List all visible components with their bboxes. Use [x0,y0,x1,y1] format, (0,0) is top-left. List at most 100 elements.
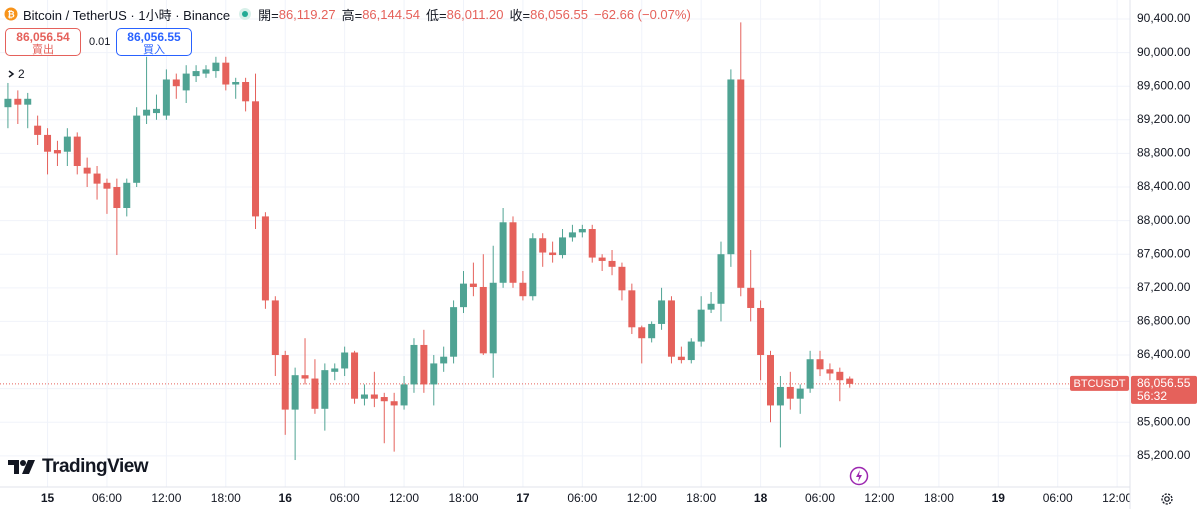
candle-body [44,134,52,152]
candle-body [360,394,368,399]
buy-label: 買入 [143,44,165,56]
candle-body [380,397,388,402]
x-tick-label: 06:00 [567,491,597,505]
x-tick-label: 06:00 [805,491,835,505]
candle-body [776,386,784,406]
buy-button[interactable]: 86,056.55 買入 [116,28,192,56]
candle-body [182,73,190,91]
candle-body [846,378,854,384]
settings-icon[interactable] [1159,491,1175,507]
candle-body [618,266,626,291]
candle-body [440,356,448,364]
candle-body [311,378,319,409]
candle-body [608,260,616,267]
candle-body [212,62,220,72]
candle-body [331,368,339,372]
candle-body [53,150,61,154]
candle-body [578,229,586,233]
y-tick-label: 86,400.00 [1137,347,1191,361]
candle-body [479,286,487,354]
indicator-toggle[interactable]: 2 [4,65,34,83]
candle-body [370,394,378,399]
x-tick-label: 18:00 [924,491,954,505]
candle-body [737,79,745,288]
candle-body [143,109,151,116]
x-tick-label: 06:00 [330,491,360,505]
candle-body [232,81,240,85]
candle-body [4,98,12,108]
quantity[interactable]: 0.01 [89,36,111,48]
x-tick-label: 18 [754,491,768,505]
logo-mark [8,460,35,474]
candle-body [747,287,755,308]
logo[interactable]: TradingView [8,456,149,478]
candle-body [786,386,794,399]
market-status[interactable] [238,7,252,21]
candle-body [172,79,180,87]
svg-text:₿: ₿ [7,9,14,19]
x-tick-label: 12:00 [627,491,657,505]
candle-body [252,101,260,217]
y-tick-label: 85,600.00 [1137,414,1191,428]
ohlc-label: 高= [341,7,363,23]
candle-body [63,136,71,152]
y-tick-label: 86,800.00 [1137,314,1191,328]
candle-body [420,344,428,385]
chevron [8,70,15,78]
sell-label: 賣出 [32,44,54,56]
logo-text: TradingView [42,456,149,477]
candle-body [390,401,398,406]
y-tick-label: 88,000.00 [1137,213,1191,227]
candle-body [489,282,497,354]
y-tick-label: 90,400.00 [1137,11,1191,25]
candle-body [93,173,101,184]
candle-body [598,257,606,261]
candle-body [568,232,576,238]
candle-body [73,136,81,167]
candle-body [24,98,32,105]
candle-body [816,359,824,370]
x-tick-label: 19 [992,491,1006,505]
change: −62.66 (−0.07%) [593,6,691,22]
ohlc-label: 低= [426,7,447,23]
x-tick-label: 06:00 [1043,491,1073,505]
candle-body [469,283,477,287]
candle-body [806,359,814,389]
candle-body [34,125,42,135]
symbol-tag: BTCUSDT [1074,378,1126,390]
candle-body [14,98,22,105]
coin-icon: ₿ [4,7,18,21]
y-tick-label: 87,600.00 [1137,246,1191,260]
candle-body [667,300,675,357]
legend-bar: ₿ Bitcoin / TetherUS · 1小時 · Binance 開= 8… [4,5,697,23]
price-scale-bg [1130,0,1200,509]
candle-body [559,237,567,256]
candle-body [242,81,250,102]
candle-body [588,229,596,258]
candle-body [826,369,834,374]
sell-button[interactable]: 86,056.54 賣出 [5,28,81,56]
candle-body [351,352,359,399]
x-tick-label: 15 [41,491,55,505]
candle-body [519,282,527,297]
sell-price: 86,056.54 [16,30,70,44]
candle-body [687,341,695,361]
candle-body [202,69,210,74]
buy-price: 86,056.55 [127,30,181,44]
x-tick-label: 16 [279,491,293,505]
indicator-count: 2 [18,67,25,81]
ohlc-label: 收= [509,7,531,23]
candle-body [638,327,646,339]
x-tick-label: 12:00 [1102,491,1132,505]
candle-body [766,355,774,406]
candle-body [192,71,200,77]
x-tick-label: 06:00 [92,491,122,505]
candle-body [499,222,507,283]
x-tick-label: 12:00 [151,491,181,505]
events-icon[interactable] [849,466,869,486]
candle-body [222,62,230,85]
candle-body [321,370,329,409]
candle-body [83,167,91,174]
